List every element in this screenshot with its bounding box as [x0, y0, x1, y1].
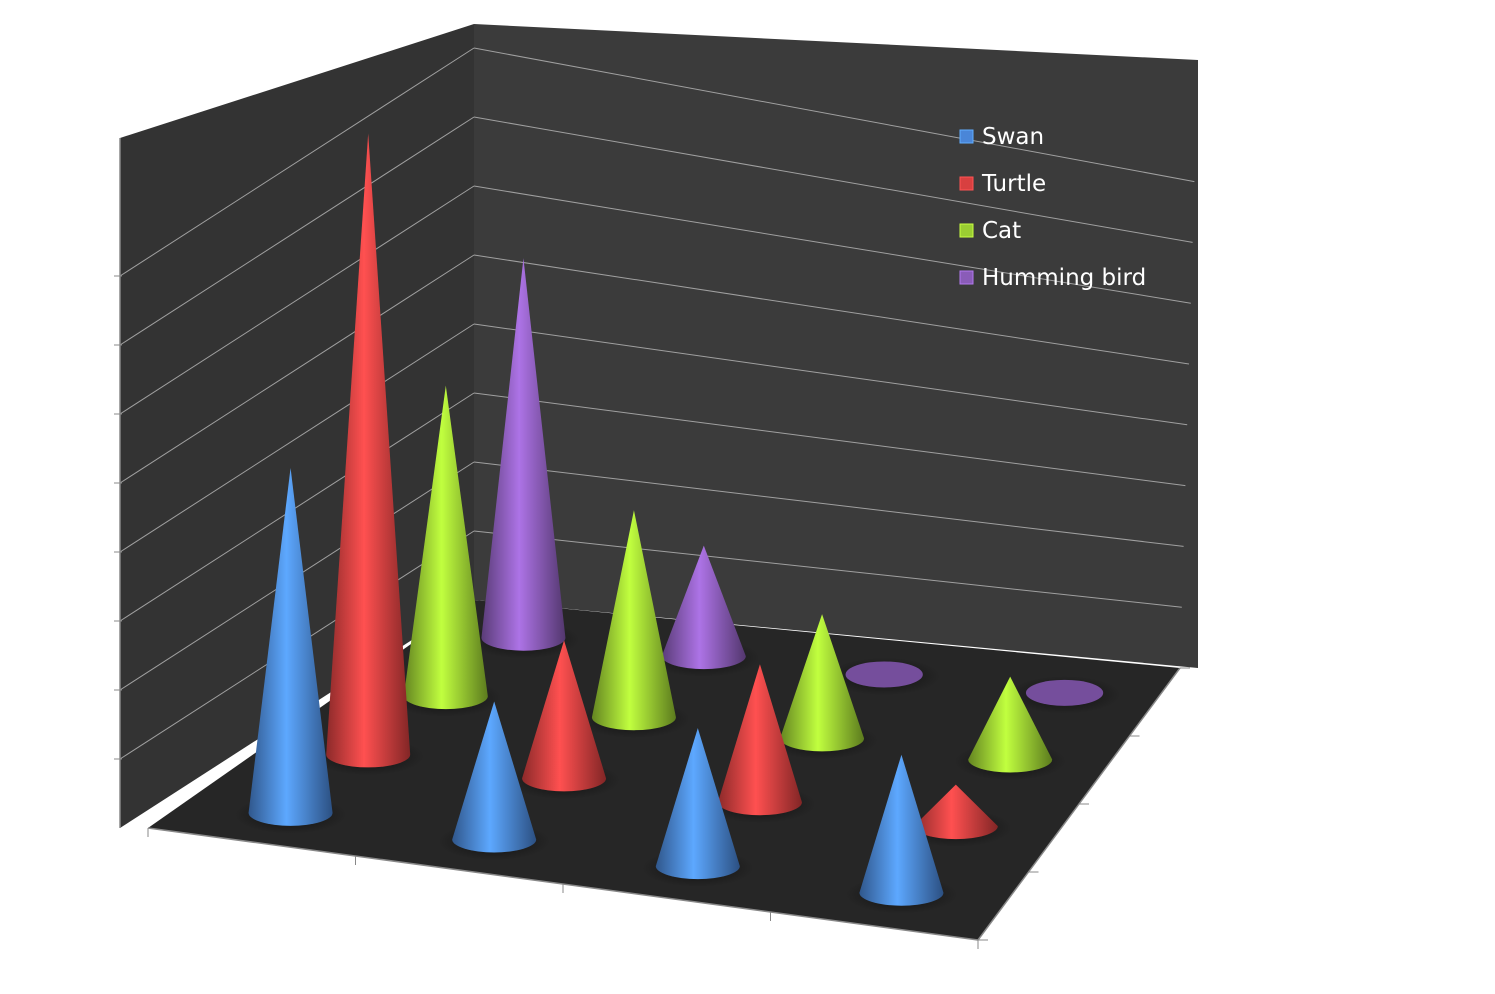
cone-body [913, 784, 998, 840]
cones [234, 133, 1121, 914]
legend-swatch [959, 129, 974, 144]
cone-body [248, 467, 333, 826]
gridline-left [119, 254, 475, 484]
legend-label: Swan [982, 124, 1044, 150]
cone-humming-bird [647, 545, 760, 678]
gridline-left [119, 392, 475, 622]
gridline-back [473, 392, 1186, 487]
gridline-left [119, 323, 475, 553]
cone-body [859, 754, 944, 906]
cone-humming-bird [467, 258, 580, 659]
cone-turtle [508, 640, 621, 800]
legend-swatch [959, 223, 974, 238]
gridline-back [473, 185, 1191, 304]
cone-body [968, 676, 1053, 773]
cone-body [522, 640, 607, 792]
cone-body [452, 701, 537, 853]
cone-body [591, 510, 676, 731]
gridline-back [473, 254, 1190, 365]
gridline-back [473, 461, 1184, 547]
cone-body [655, 728, 740, 880]
cone-base [1025, 679, 1104, 706]
gridlines [114, 47, 1195, 760]
legend-label: Cat [982, 218, 1021, 244]
legend-item: Swan [959, 124, 1044, 150]
back-wall [474, 24, 1198, 668]
cone-swan [641, 728, 754, 888]
cone-body [661, 545, 746, 670]
legend-label: Turtle [981, 171, 1046, 197]
legend-swatch [959, 270, 974, 285]
cone-body [481, 258, 566, 651]
cone-cat [954, 676, 1067, 781]
legend-item: Cat [959, 218, 1021, 244]
legend-swatch [959, 176, 974, 191]
cone-cat [577, 510, 690, 739]
cone-swan [438, 701, 551, 861]
gridline-back [473, 116, 1193, 243]
cone-base [845, 661, 923, 688]
cone-cat [766, 614, 879, 760]
axes [119, 138, 1190, 949]
gridline-back [473, 323, 1188, 426]
cone-body [717, 664, 802, 816]
cone-swan [234, 467, 347, 834]
legend-item: Turtle [959, 171, 1046, 197]
cone-swan [845, 754, 958, 914]
gridline-left [119, 185, 475, 415]
cone-body [780, 614, 865, 752]
gridline-left [119, 116, 475, 346]
cone-turtle [703, 664, 816, 824]
gridline-left [119, 47, 475, 277]
cone-turtle [899, 784, 1012, 848]
cone-cat [389, 385, 502, 718]
gridline-back [473, 530, 1182, 608]
legend-label: Humming bird [982, 265, 1146, 291]
gridline-back [473, 47, 1195, 183]
cone-turtle [312, 133, 425, 776]
cone-humming-bird [1008, 675, 1121, 714]
legend-item: Humming bird [959, 265, 1146, 291]
cone-body [326, 133, 411, 768]
cone-humming-bird [828, 657, 941, 696]
legend: Swan Turtle Cat Humming bird [959, 124, 1146, 291]
cone-body [403, 385, 488, 710]
